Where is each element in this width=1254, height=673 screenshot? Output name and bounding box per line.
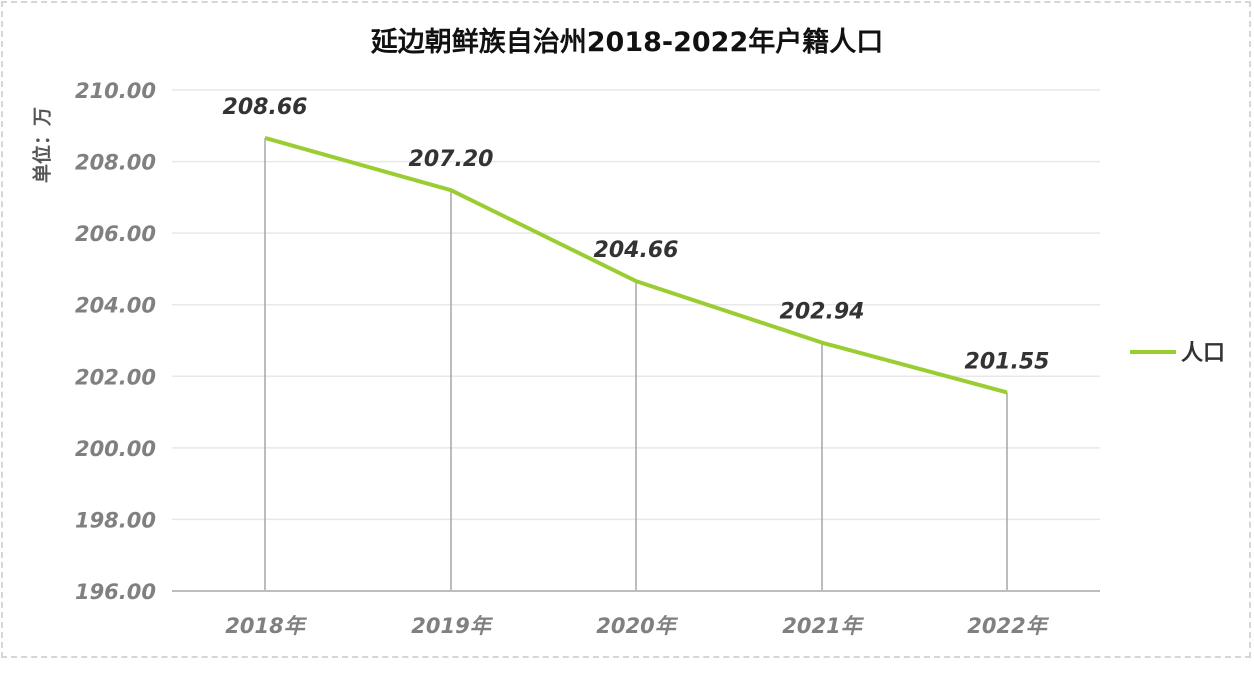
legend: 人口	[1130, 341, 1225, 366]
x-tick-label: 2020年	[596, 614, 678, 638]
drop-lines	[264, 137, 1008, 591]
x-tick-labels: 2018年 2019年 2020年 2021年 2022年	[225, 614, 1049, 638]
chart-frame	[1, 1, 1251, 658]
y-tick-label: 206.00	[75, 222, 156, 246]
data-labels: 208.66 207.20 204.66 202.94 201.55	[223, 95, 1050, 374]
x-tick-label: 2022年	[967, 614, 1049, 638]
y-tick-labels: 210.00 208.00 206.00 204.00 202.00 200.00 198.…	[75, 79, 156, 604]
x-tick-label: 2019年	[411, 614, 493, 638]
data-label: 207.20	[409, 147, 494, 172]
x-tick-label: 2021年	[782, 614, 864, 638]
data-label: 208.66	[223, 95, 308, 120]
y-tick-label: 200.00	[75, 437, 156, 461]
y-tick-label: 198.00	[75, 508, 156, 532]
x-tick-label: 2018年	[225, 614, 307, 638]
chart-title: 延边朝鲜族自治州2018-2022年户籍人口	[370, 27, 884, 58]
y-tick-label: 202.00	[75, 365, 156, 389]
data-label: 201.55	[965, 349, 1050, 374]
data-label: 202.94	[780, 300, 865, 325]
y-tick-label: 208.00	[75, 151, 156, 175]
y-tick-label: 210.00	[75, 79, 156, 103]
legend-label: 人口	[1181, 341, 1225, 366]
y-tick-label: 204.00	[75, 294, 156, 318]
series-line-population	[264, 136, 1008, 395]
y-tick-label: 196.00	[75, 580, 156, 604]
data-label: 204.66	[594, 238, 679, 263]
